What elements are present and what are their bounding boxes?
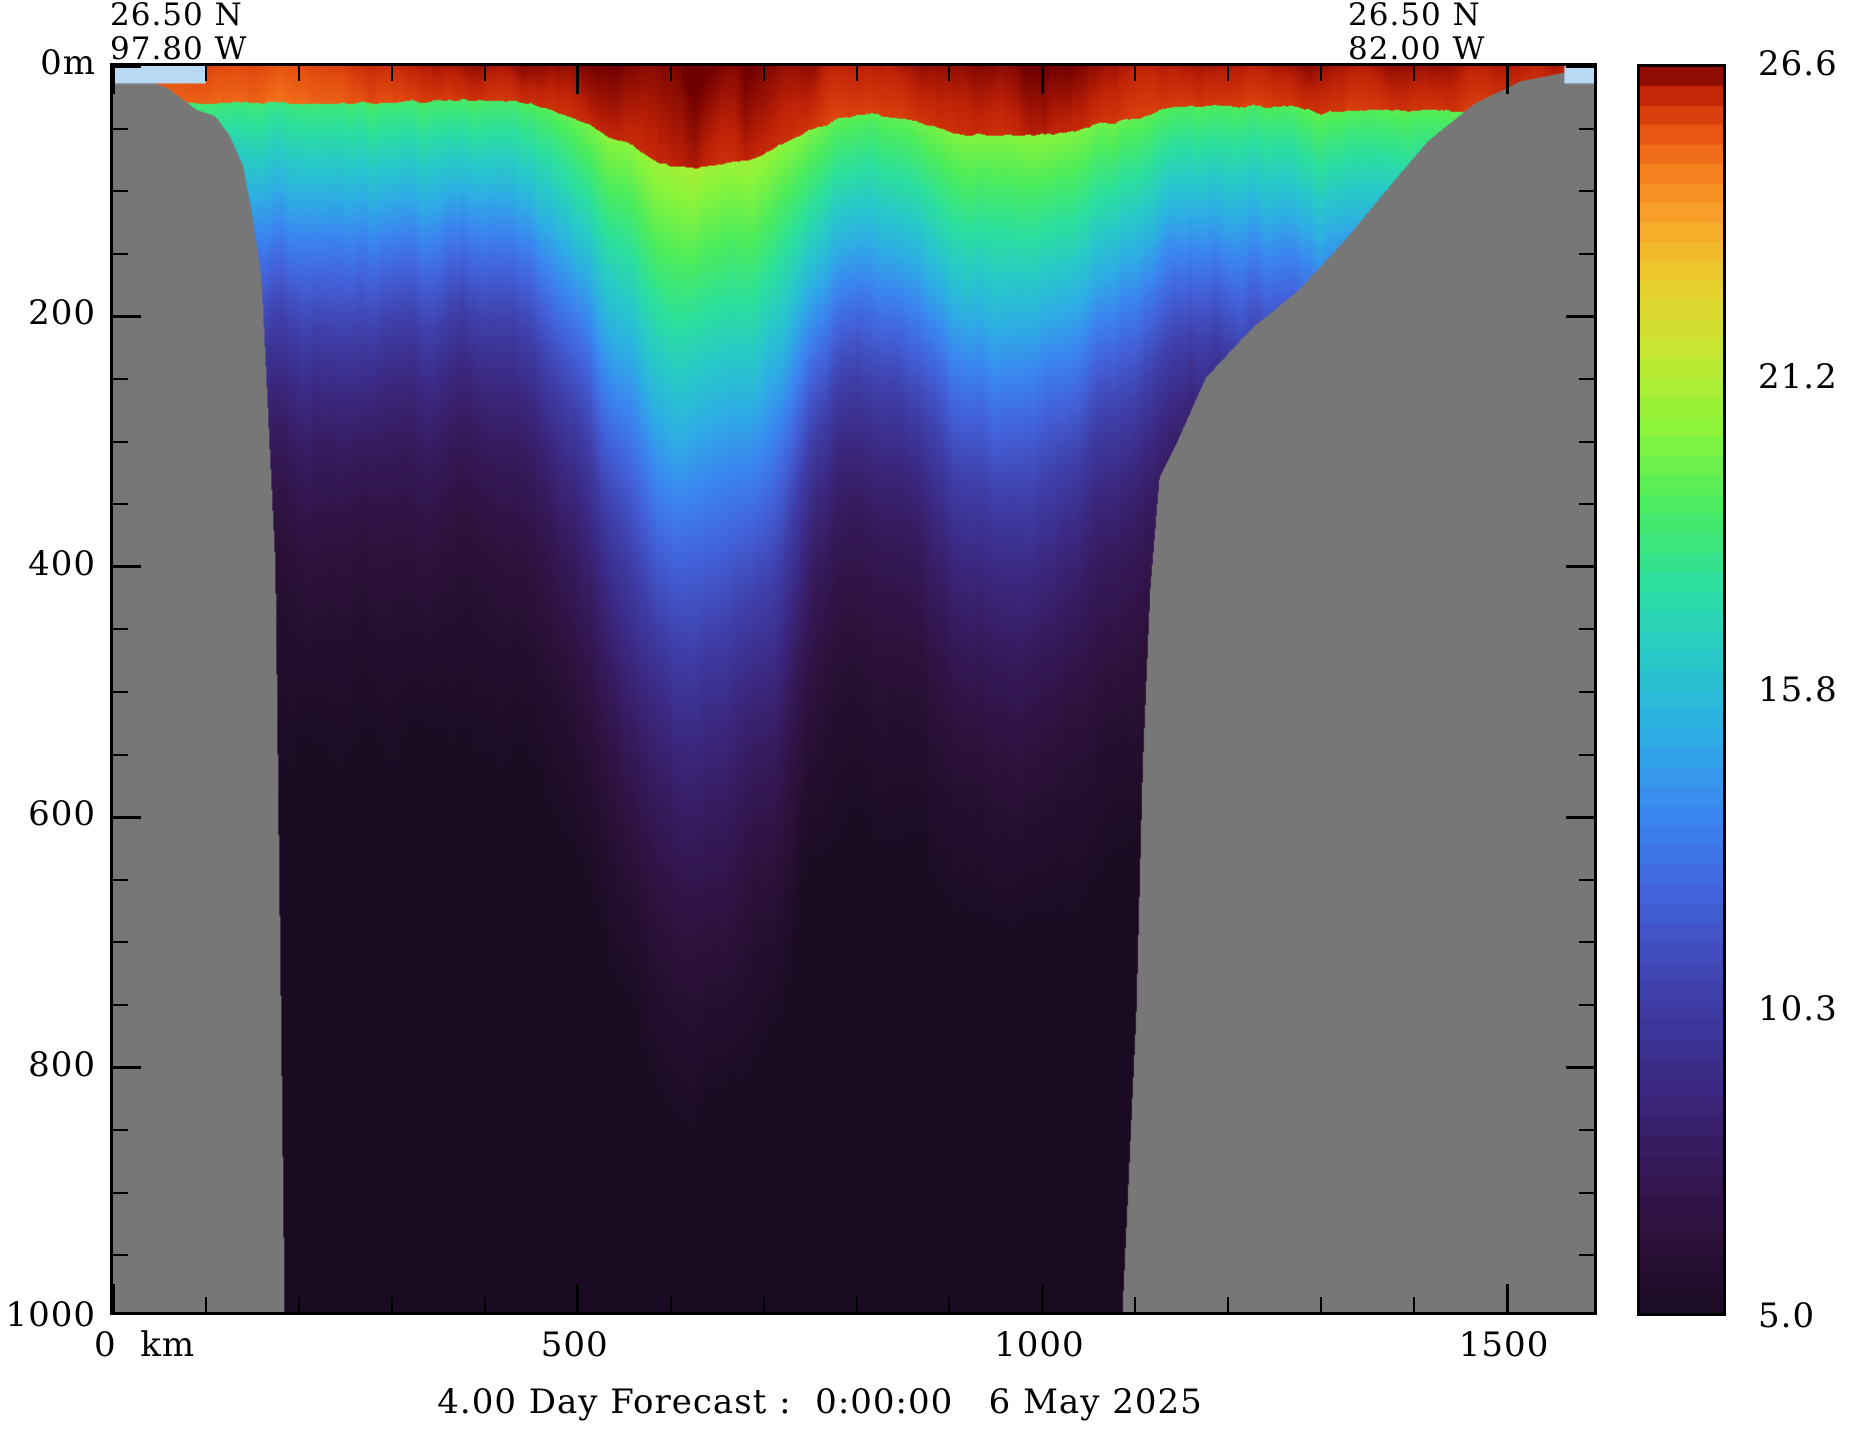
x-axis-tick <box>297 66 300 81</box>
y-axis-tick <box>1566 1066 1594 1070</box>
y-axis-tick <box>1579 190 1594 193</box>
x-axis-tick <box>669 1297 672 1312</box>
y-axis-tick <box>113 1129 128 1132</box>
y-axis-tick <box>1579 1129 1594 1132</box>
x-axis-tick <box>762 66 765 81</box>
x-axis-tick <box>483 66 486 81</box>
x-axis-tick <box>948 1297 951 1312</box>
x-axis-tick <box>762 1297 765 1312</box>
x-axis-tick <box>1413 66 1416 81</box>
right-endpoint-lat: 26.50 N <box>1348 0 1481 33</box>
y-axis-tick <box>1579 1004 1594 1006</box>
x-axis-tick <box>113 1284 115 1312</box>
y-axis-tick <box>113 628 128 631</box>
y-axis-tick <box>113 941 128 944</box>
y-axis-tick <box>1566 815 1594 819</box>
colorbar-canvas <box>1640 67 1723 1313</box>
x-axis-tick <box>1040 66 1044 94</box>
y-axis-tick <box>113 691 128 693</box>
y-axis-tick-label: 1000 <box>5 1295 96 1335</box>
left-endpoint-coordinates: 26.50 N 97.80 W <box>110 0 247 66</box>
x-axis-tick <box>1320 66 1323 81</box>
y-axis-tick <box>113 190 128 193</box>
forecast-caption: 4.00 Day Forecast : 0:00:00 6 May 2025 <box>437 1382 1203 1422</box>
y-axis-tick <box>113 565 141 569</box>
x-axis-tick <box>297 1297 300 1312</box>
y-axis-tick <box>113 314 141 318</box>
y-axis-tick-label: 200 <box>28 293 96 334</box>
y-axis-tick <box>113 1254 128 1257</box>
y-axis-tick <box>113 440 128 443</box>
x-axis-tick <box>1134 1297 1137 1312</box>
y-axis-tick-label: 600 <box>28 794 96 835</box>
x-axis-tick <box>1413 1297 1416 1312</box>
temperature-heatmap-canvas <box>113 66 1594 1312</box>
x-axis-tick-label: 500 <box>540 1325 609 1365</box>
x-axis-tick <box>390 66 393 81</box>
x-axis-tick <box>855 1297 858 1312</box>
y-axis-tick <box>113 1191 128 1194</box>
x-axis-tick <box>576 66 580 94</box>
y-axis-tick <box>113 753 128 756</box>
colorbar-tick-label: 21.2 <box>1758 357 1838 397</box>
x-axis-tick <box>1227 66 1230 81</box>
x-axis-tick <box>483 1297 486 1312</box>
y-axis-tick <box>1579 691 1594 693</box>
x-axis-tick-label: 1000 <box>994 1325 1085 1365</box>
x-axis-tick <box>1320 1297 1323 1312</box>
x-axis-tick <box>948 66 951 81</box>
right-endpoint-coordinates: 26.50 N 82.00 W <box>1348 0 1485 66</box>
right-endpoint-lon: 82.00 W <box>1348 31 1486 67</box>
x-axis-tick <box>113 66 115 94</box>
x-axis-tick <box>669 66 672 81</box>
temperature-colorbar[interactable] <box>1637 64 1726 1316</box>
x-axis-tick <box>1505 1284 1509 1312</box>
x-axis-tick-label: 1500 <box>1458 1325 1550 1365</box>
left-endpoint-lat: 26.50 N <box>110 0 243 33</box>
colorbar-tick-label: 5.0 <box>1758 1296 1816 1336</box>
y-axis-tick <box>1579 252 1594 255</box>
y-axis-tick <box>1579 503 1594 506</box>
x-axis-tick <box>576 1284 580 1312</box>
x-axis-tick <box>204 1297 207 1312</box>
y-axis-tick-label: 800 <box>28 1044 96 1085</box>
y-axis-tick <box>1579 941 1594 944</box>
y-axis-tick <box>113 878 128 881</box>
y-axis-tick <box>1579 628 1594 631</box>
y-axis-tick <box>1579 878 1594 881</box>
y-axis-tick <box>113 1066 141 1070</box>
colorbar-tick-label: 26.6 <box>1758 44 1838 84</box>
x-axis-tick <box>1040 1284 1044 1312</box>
y-axis-tick <box>1566 565 1594 569</box>
colorbar-tick-label: 10.3 <box>1758 988 1838 1029</box>
temperature-section-plot[interactable] <box>110 63 1597 1315</box>
y-axis-tick <box>1579 1191 1594 1194</box>
y-axis-tick <box>1579 378 1594 380</box>
y-axis-tick <box>1566 314 1594 318</box>
x-axis-tick <box>855 66 858 81</box>
x-axis-tick <box>1227 1297 1230 1312</box>
y-axis-tick <box>113 252 128 255</box>
y-axis-tick <box>1579 753 1594 756</box>
x-axis-tick <box>1505 66 1509 94</box>
y-axis-tick <box>113 378 128 380</box>
x-axis-tick-label: 0 km <box>94 1325 196 1365</box>
y-axis-tick-label: 0m <box>40 43 96 83</box>
y-axis-tick <box>113 66 141 68</box>
y-axis-tick <box>113 127 128 130</box>
colorbar-tick-label: 15.8 <box>1758 670 1838 710</box>
y-axis-tick <box>113 815 141 819</box>
y-axis-tick <box>1566 66 1594 68</box>
x-axis-tick <box>390 1297 393 1312</box>
y-axis-tick <box>113 503 128 506</box>
y-axis-tick <box>1579 1254 1594 1257</box>
y-axis-tick <box>1579 440 1594 443</box>
y-axis-tick <box>113 1004 128 1006</box>
y-axis-tick-label: 400 <box>28 543 96 584</box>
left-endpoint-lon: 97.80 W <box>110 31 248 67</box>
x-axis-tick <box>1134 66 1137 81</box>
x-axis-tick <box>204 66 207 81</box>
y-axis-tick <box>1579 127 1594 130</box>
